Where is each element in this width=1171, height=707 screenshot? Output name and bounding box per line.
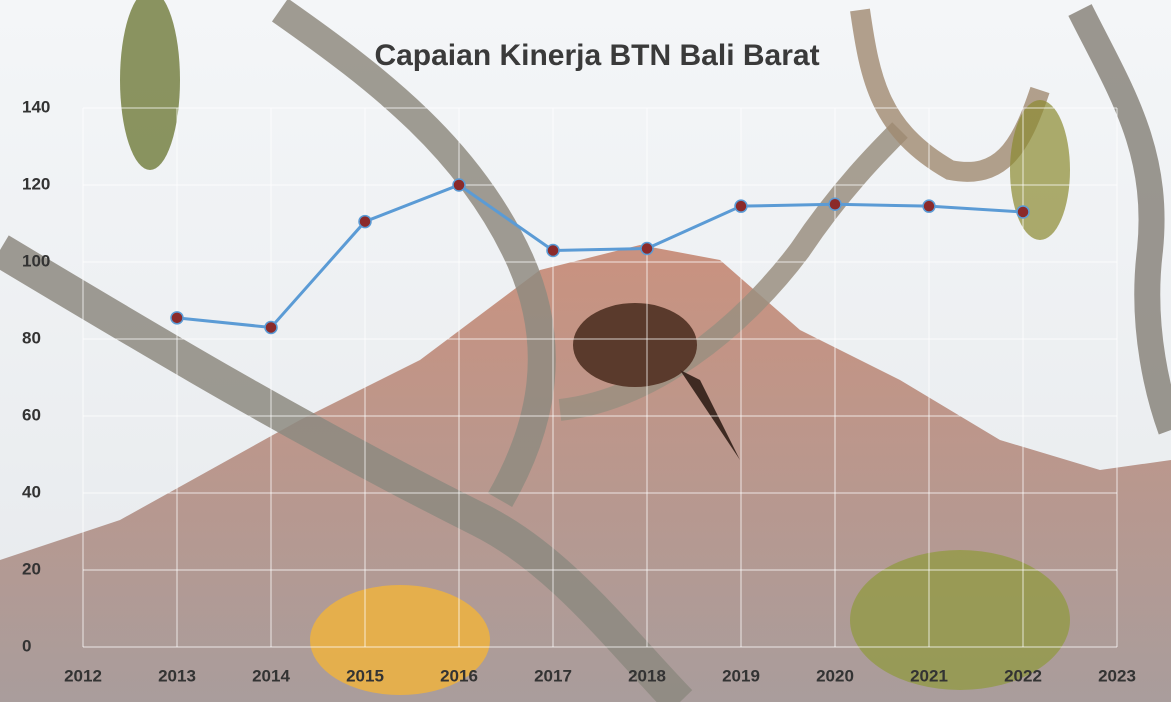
x-tick-label: 2014 [252,666,290,685]
data-point [265,321,277,333]
data-point [1017,206,1029,218]
data-point [641,243,653,255]
x-tick-label: 2019 [722,666,760,685]
chart: Capaian Kinerja BTN Bali Barat 0 20 40 60 80… [0,0,1171,702]
y-tick-label: 140 [22,97,50,116]
x-tick-label: 2013 [158,666,196,685]
y-tick-label: 80 [22,328,41,347]
x-tick-label: 2018 [628,666,666,685]
background-photo [0,0,1171,702]
y-tick-label: 40 [22,482,41,501]
chart-title: Capaian Kinerja BTN Bali Barat [374,39,819,72]
data-point [735,200,747,212]
x-tick-label: 2016 [440,666,478,685]
x-tick-label: 2021 [910,666,948,685]
x-tick-label: 2012 [64,666,102,685]
data-point [923,200,935,212]
y-tick-label: 100 [22,251,50,270]
x-tick-label: 2022 [1004,666,1042,685]
y-tick-label: 120 [22,174,50,193]
y-tick-label: 60 [22,405,41,424]
data-point [829,198,841,210]
data-point [171,312,183,324]
data-point [547,244,559,256]
x-tick-label: 2017 [534,666,572,685]
y-tick-label: 0 [22,636,31,655]
data-point [359,216,371,228]
y-tick-label: 20 [22,559,41,578]
x-tick-label: 2020 [816,666,854,685]
data-point [453,179,465,191]
x-tick-label: 2015 [346,666,384,685]
x-tick-label: 2023 [1098,666,1136,685]
